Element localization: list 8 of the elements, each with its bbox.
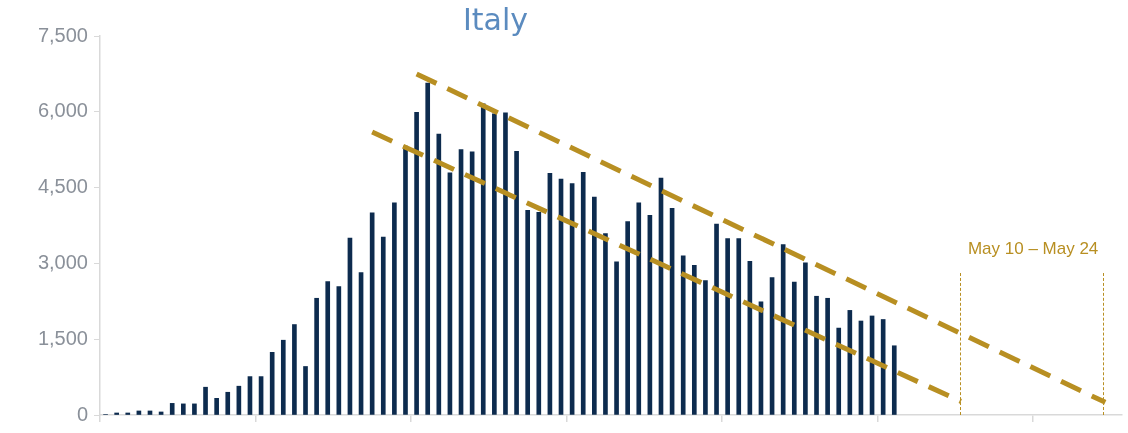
y-tick-label: 1,500 <box>37 326 88 349</box>
y-tick-label: 0 <box>76 402 88 425</box>
y-tick-label: 6,000 <box>37 99 88 122</box>
y-tick-label: 4,500 <box>37 175 88 198</box>
y-tick-label: 7,500 <box>37 23 88 46</box>
annotation: May 10 – May 24 <box>967 239 1099 259</box>
y-tick-label: 3,000 <box>37 250 88 273</box>
chart-title: Italy <box>462 1 529 37</box>
